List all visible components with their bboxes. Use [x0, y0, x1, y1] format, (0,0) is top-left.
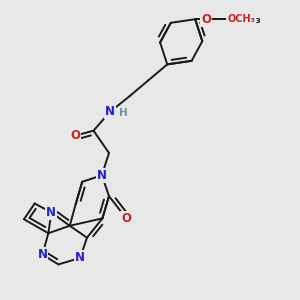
Text: OCH₃: OCH₃ [227, 14, 255, 24]
Text: O: O [121, 212, 131, 225]
Text: N: N [38, 248, 47, 261]
Text: N: N [105, 106, 115, 118]
Text: N: N [105, 106, 115, 118]
Text: O: O [201, 13, 211, 26]
Text: N: N [46, 206, 56, 219]
Text: OCH₃: OCH₃ [227, 13, 261, 26]
Text: H: H [119, 108, 128, 118]
Text: N: N [97, 169, 107, 182]
Text: O: O [70, 129, 80, 142]
Text: N: N [75, 251, 85, 264]
